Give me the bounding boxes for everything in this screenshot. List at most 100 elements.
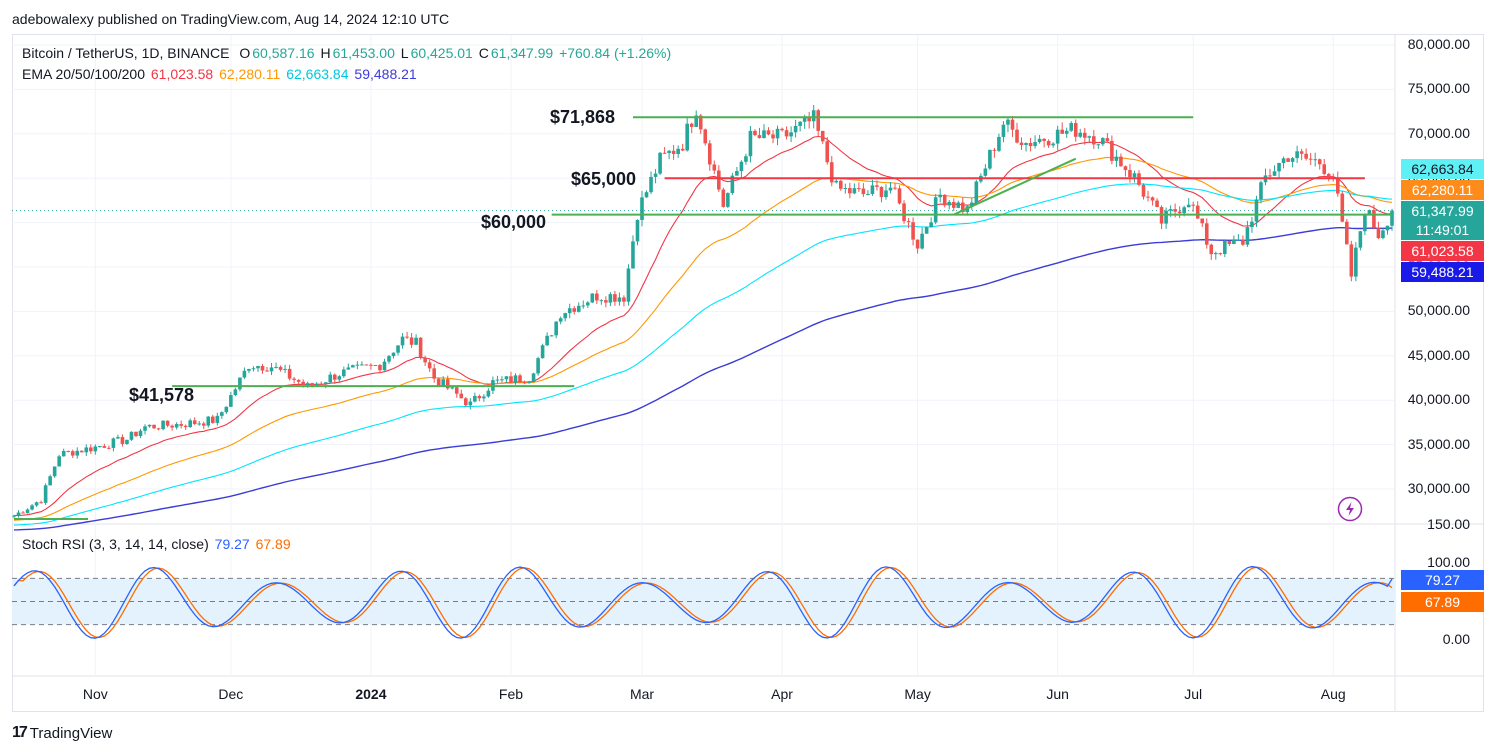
candle-body	[1074, 123, 1078, 137]
ema100-badge: 62,663.84	[1401, 159, 1484, 179]
candle-body	[1336, 178, 1340, 194]
rsi-tick: 0.00	[1443, 631, 1470, 647]
candle-body	[1060, 130, 1064, 134]
candle-body	[179, 424, 183, 426]
stoch-rsi-k-badge: 79.27	[1401, 570, 1484, 590]
candle-body	[622, 297, 626, 301]
candle-body	[672, 151, 676, 154]
candle-body	[1196, 206, 1200, 219]
open-label: O	[239, 45, 250, 61]
ema-label: EMA 20/50/100/200	[22, 66, 145, 82]
ema50-badge: 62,280.11	[1401, 180, 1484, 200]
price-tick: 30,000.00	[1408, 480, 1470, 496]
candle-body	[586, 302, 590, 305]
candle-body	[496, 380, 500, 381]
candle-body	[328, 375, 332, 383]
candle-body	[225, 407, 229, 412]
candle-body	[934, 197, 938, 222]
ema20-badge: 61,023.58	[1401, 241, 1484, 261]
candle-body	[907, 221, 911, 222]
candle-body	[139, 431, 143, 436]
candle-body	[342, 370, 346, 377]
stoch-rsi-band	[12, 578, 1395, 624]
candle-body	[667, 151, 671, 153]
candle-body	[902, 203, 906, 221]
candle-body	[1214, 253, 1218, 254]
candle-body	[658, 153, 662, 174]
candle-body	[794, 126, 798, 132]
candle-body	[1083, 133, 1087, 138]
candle-body	[288, 369, 292, 379]
candle-body	[1200, 219, 1204, 224]
candle-body	[261, 366, 265, 371]
level-label-65000: $65,000	[571, 169, 636, 190]
candle-body	[577, 306, 581, 312]
candle-body	[1191, 205, 1195, 206]
candle-body	[175, 424, 179, 427]
candle-body	[84, 447, 88, 452]
candle-body	[44, 485, 48, 503]
candle-body	[75, 451, 79, 456]
candle-body	[911, 222, 915, 239]
candle-body	[1173, 209, 1177, 212]
candle-body	[365, 364, 369, 365]
last-price-badge: 61,347.99 11:49:01	[1401, 201, 1484, 240]
candle-body	[771, 134, 775, 138]
candle-body	[423, 358, 427, 362]
candle-body	[1142, 185, 1146, 197]
candle-body	[1237, 240, 1241, 241]
candle-body	[116, 437, 120, 438]
support-resistance-levels	[14, 117, 1392, 519]
candle-body	[1241, 240, 1245, 245]
candle-body	[871, 185, 875, 194]
candle-body	[640, 197, 644, 220]
candle-body	[1110, 141, 1114, 161]
candle-body	[559, 318, 563, 321]
candle-body	[663, 153, 667, 154]
candle-body	[541, 345, 545, 358]
candle-body	[645, 192, 649, 197]
candle-body	[80, 451, 84, 453]
tradingview-brand: TradingView	[30, 725, 113, 742]
candle-body	[1205, 223, 1209, 244]
candle-body	[1178, 212, 1182, 214]
candle-body	[1024, 143, 1028, 145]
candle-body	[898, 188, 902, 203]
candle-body	[1182, 207, 1186, 213]
candle-body	[825, 141, 829, 162]
candle-body	[1377, 228, 1381, 238]
candle-body	[1133, 173, 1137, 177]
chart-canvas[interactable]	[0, 0, 1496, 756]
candle-body	[1124, 166, 1128, 170]
candle-body	[956, 203, 960, 208]
candle-body	[834, 181, 838, 183]
candle-body	[252, 368, 256, 369]
ema50-value: 62,280.11	[219, 66, 280, 82]
candle-body	[744, 156, 748, 162]
level-label-41578: $41,578	[129, 385, 194, 406]
candle-body	[125, 440, 129, 444]
candle-body	[134, 432, 138, 436]
candle-body	[283, 369, 287, 370]
candle-body	[121, 437, 125, 444]
candle-body	[234, 389, 238, 395]
tradingview-logo[interactable]: 17 TradingView	[12, 724, 112, 742]
candle-body	[920, 234, 924, 249]
level-label-60000: $60,000	[481, 212, 546, 233]
candle-body	[767, 130, 771, 134]
candle-body	[432, 368, 436, 378]
candle-body	[1300, 151, 1304, 154]
candle-body	[889, 188, 893, 191]
candle-body	[401, 337, 405, 346]
candle-body	[988, 150, 992, 169]
candle-body	[1354, 248, 1358, 277]
candle-body	[378, 365, 382, 370]
candle-body	[211, 417, 215, 423]
candle-body	[1029, 143, 1033, 146]
candle-body	[1038, 139, 1042, 142]
candle-body	[98, 446, 102, 447]
candle-body	[649, 177, 653, 192]
candle-body	[1169, 209, 1173, 211]
candle-body	[609, 294, 613, 302]
lightning-icon[interactable]	[1337, 496, 1363, 522]
